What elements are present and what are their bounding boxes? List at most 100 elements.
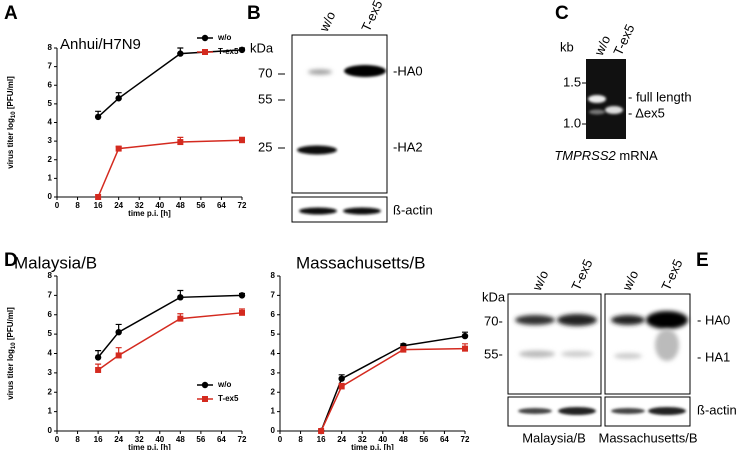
x-tick-label: 40	[378, 435, 387, 444]
loading-label: ß-actin	[697, 402, 737, 417]
series-line	[320, 347, 466, 432]
marker-label: 55-	[484, 346, 503, 361]
y-tick-label: 0	[48, 426, 53, 435]
x-tick-label: 16	[94, 201, 103, 210]
y-label-text: virus titer log	[6, 118, 15, 169]
panel-label: E	[696, 250, 709, 271]
loading-label: ß-actin	[393, 202, 433, 217]
y-tick-label: 1	[271, 407, 276, 416]
band	[343, 207, 381, 215]
y-tick-label: 4	[271, 349, 276, 358]
y-tick-label: 0	[271, 426, 276, 435]
band	[611, 408, 645, 414]
band	[589, 109, 605, 115]
y-tick-label: 1	[48, 173, 53, 182]
y-tick-label: 8	[48, 271, 53, 280]
legend-marker	[201, 34, 209, 42]
y-tick-label: 6	[271, 310, 276, 319]
unit-label: kDa	[250, 40, 274, 55]
marker-label: 25	[258, 139, 272, 154]
strain-label: Massachusetts/B	[599, 430, 698, 445]
data-point	[94, 354, 102, 361]
gene-name: TMPRSS2	[554, 148, 616, 163]
band	[648, 407, 686, 415]
legend-marker	[201, 381, 209, 389]
data-point	[177, 139, 184, 146]
band	[558, 407, 596, 415]
blot-e: kDa 70- 55- w/o T-ex5 w/o T-ex5 - HA0 - …	[482, 257, 737, 446]
y-tick-label: 7	[48, 62, 53, 71]
x-tick-label: 24	[114, 435, 123, 444]
marker-label: 55	[258, 91, 272, 106]
series-line	[320, 335, 466, 432]
y-tick-label: 2	[48, 155, 53, 164]
band	[344, 65, 386, 77]
y-label-rest: [PFU/ml]	[6, 76, 15, 111]
x-axis-label: time p.i. [h]	[351, 443, 394, 450]
data-point	[95, 194, 102, 200]
lane-label: w/o	[529, 268, 552, 294]
lane-label: w/o	[316, 9, 339, 35]
x-tick-label: 0	[55, 435, 60, 444]
x-tick-label: 8	[75, 435, 80, 444]
band	[308, 69, 332, 75]
band	[588, 95, 606, 103]
band	[614, 353, 642, 359]
band	[518, 408, 552, 414]
caption-text: mRNA	[616, 148, 658, 163]
lane-label: T-ex5	[568, 257, 595, 293]
band	[515, 315, 555, 325]
chart-title: Massachusetts/B	[296, 253, 425, 272]
data-point	[318, 428, 325, 434]
band	[611, 315, 645, 325]
lane-label: w/o	[591, 33, 614, 59]
legend-marker	[202, 49, 208, 55]
x-tick-label: 16	[317, 435, 326, 444]
band	[519, 350, 555, 358]
strain-label: Malaysia/B	[522, 430, 586, 445]
data-point	[338, 375, 345, 382]
series-line	[97, 139, 243, 198]
legend-marker	[202, 396, 208, 402]
data-point	[177, 315, 184, 322]
data-point	[177, 294, 184, 301]
data-point	[338, 383, 345, 390]
band	[605, 106, 623, 114]
band	[646, 311, 688, 329]
y-tick-label: 4	[48, 349, 53, 358]
x-tick-label: 72	[238, 201, 247, 210]
y-tick-label: 7	[48, 290, 53, 299]
legend-label: w/o	[217, 33, 231, 42]
series-line	[97, 312, 243, 371]
x-tick-label: 56	[419, 435, 428, 444]
x-tick-label: 64	[217, 201, 226, 210]
band-label: -HA0	[393, 63, 423, 78]
data-point	[177, 50, 184, 57]
x-tick-label: 48	[399, 435, 408, 444]
data-point	[400, 346, 407, 353]
x-tick-label: 0	[55, 201, 60, 210]
data-point	[462, 345, 468, 352]
y-tick-label: 5	[48, 99, 53, 108]
panel-label: B	[247, 3, 261, 24]
band	[561, 351, 593, 357]
data-point	[239, 309, 245, 316]
gel-c: kb 1.5 1.0 w/o T-ex5 - full length - Δex…	[554, 22, 691, 164]
lane-label: T-ex5	[358, 0, 385, 34]
x-tick-label: 16	[94, 435, 103, 444]
y-tick-label: 5	[48, 329, 53, 338]
lane-label: T-ex5	[658, 257, 685, 293]
lane-label: w/o	[619, 268, 642, 294]
y-axis-label: virus titer log10 [PFU/ml]	[6, 76, 16, 169]
band-label: - Δex5	[628, 105, 665, 120]
y-tick-label: 3	[271, 368, 276, 377]
x-tick-label: 40	[155, 435, 164, 444]
y-tick-label: 3	[48, 136, 53, 145]
panel-label: A	[4, 3, 18, 24]
x-tick-label: 40	[155, 201, 164, 210]
band	[299, 207, 337, 215]
data-point	[115, 95, 122, 102]
band-label: - HA0	[697, 312, 730, 327]
marker-label: 1.0	[563, 115, 581, 130]
